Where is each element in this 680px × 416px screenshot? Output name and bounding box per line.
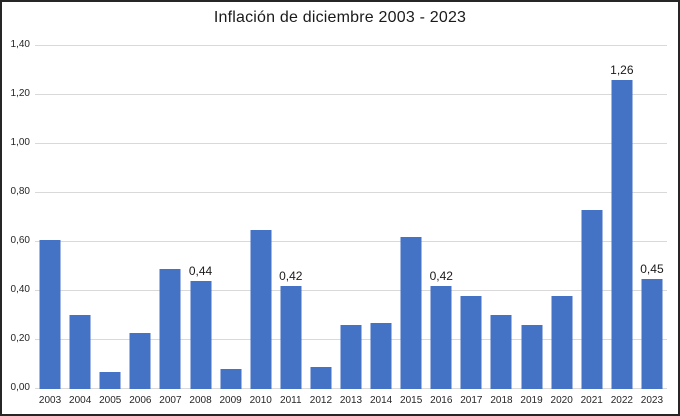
x-tick-label-2007: 2007 (159, 395, 182, 406)
x-tick-label-2014: 2014 (369, 395, 393, 406)
bar-2010 (250, 230, 272, 389)
bar-2023 (641, 279, 663, 389)
bar-value-label-2008: 0,44 (188, 264, 213, 278)
bar-slot-2013 (336, 46, 366, 389)
bar-2021 (581, 210, 603, 389)
bar-slot-2014 (366, 46, 396, 389)
y-tick-label-0,80: 0,80 (10, 186, 30, 197)
bar-2018 (490, 315, 512, 389)
bar-2015 (400, 237, 422, 389)
bar-2007 (159, 269, 181, 389)
x-tick-label-2017: 2017 (460, 395, 483, 406)
bar-slot-2023: 0,45 (637, 46, 667, 389)
bar-value-label-2023: 0,45 (640, 262, 664, 276)
x-tick-label-2011: 2011 (280, 395, 302, 406)
bar-slot-2006 (125, 46, 155, 389)
plot-area: 0,44 0,42 0,42 1,26 0,45 (35, 45, 667, 389)
bar-2006 (129, 333, 151, 389)
bar-slot-2016: 0,42 (426, 46, 456, 389)
y-axis: 0,00 0,20 0,40 0,60 0,80 1,00 1,20 1,40 (2, 39, 30, 393)
gridline-1,20 (35, 94, 667, 95)
x-tick-label-2004: 2004 (69, 395, 92, 406)
bar-2008 (190, 281, 212, 389)
y-tick-label-0,60: 0,60 (10, 235, 30, 246)
x-tick-label-2023: 2023 (640, 395, 664, 406)
bar-2012 (310, 367, 332, 389)
bar-2013 (340, 325, 362, 389)
bar-value-label-2011: 0,42 (279, 269, 303, 283)
bar-2003 (39, 240, 61, 389)
x-tick-label-2005: 2005 (99, 395, 122, 406)
bar-slot-2009 (216, 46, 246, 389)
bar-slot-2019 (517, 46, 547, 389)
x-tick-label-2016: 2016 (430, 395, 453, 406)
bar-value-label-2022: 1,26 (610, 63, 634, 77)
x-tick-label-2006: 2006 (129, 395, 152, 406)
gridline-0,80 (35, 192, 667, 193)
x-tick-label-2015: 2015 (400, 395, 423, 406)
bar-2019 (521, 325, 543, 389)
bar-slot-2011: 0,42 (276, 46, 306, 389)
x-tick-label-2009: 2009 (219, 395, 242, 406)
gridline-1,40 (35, 45, 667, 46)
y-tick-label-0,20: 0,20 (10, 333, 30, 344)
bar-slot-2020 (547, 46, 577, 389)
bar-2016 (430, 286, 452, 389)
y-tick-label-0,40: 0,40 (10, 284, 30, 295)
x-tick-label-2019: 2019 (520, 395, 543, 406)
bar-slot-2005 (95, 46, 125, 389)
bar-slot-2010 (246, 46, 276, 389)
bar-slot-2015 (396, 46, 426, 389)
bar-2017 (460, 296, 482, 389)
y-tick-label-0,00: 0,00 (10, 382, 30, 393)
bar-2020 (551, 296, 573, 389)
bar-slot-2018 (486, 46, 516, 389)
x-tick-label-2003: 2003 (38, 395, 62, 406)
bar-2004 (69, 315, 91, 389)
x-tick-label-2008: 2008 (189, 395, 212, 406)
x-tick-label-2020: 2020 (550, 395, 573, 406)
y-tick-label-1,20: 1,20 (10, 88, 30, 99)
bar-value-label-2016: 0,42 (429, 269, 453, 283)
x-tick-label-2010: 2010 (249, 395, 272, 406)
bar-2009 (220, 369, 242, 389)
bar-2014 (370, 323, 392, 389)
x-tick-label-2012: 2012 (309, 395, 333, 406)
x-tick-label-2021: 2021 (580, 395, 603, 406)
bar-slot-2004 (65, 46, 95, 389)
x-axis: 2003 2004 2005 2006 2007 2008 2009 2010 2011 2012… (35, 394, 667, 408)
gridline-1,00 (35, 143, 667, 144)
chart-title: Inflación de diciembre 2003 - 2023 (213, 9, 467, 26)
bar-2011 (280, 286, 302, 389)
y-tick-label-1,00: 1,00 (10, 137, 30, 148)
bar-2005 (99, 372, 121, 389)
bar-slot-2012 (306, 46, 336, 389)
bar-slot-2007 (155, 46, 185, 389)
bar-slot-2003 (35, 46, 65, 389)
gridline-0,60 (35, 241, 667, 242)
x-tick-label-2022: 2022 (610, 395, 633, 406)
bar-2022 (611, 80, 633, 389)
bar-slot-2008: 0,44 (185, 46, 215, 389)
x-tick-label-2013: 2013 (339, 395, 363, 406)
y-tick-label-1,40: 1,40 (10, 39, 30, 50)
bar-slot-2017 (456, 46, 486, 389)
bar-slot-2022: 1,26 (607, 46, 637, 389)
bar-slot-2021 (577, 46, 607, 389)
gridline-0,40 (35, 290, 667, 291)
x-tick-label-2018: 2018 (490, 395, 513, 406)
